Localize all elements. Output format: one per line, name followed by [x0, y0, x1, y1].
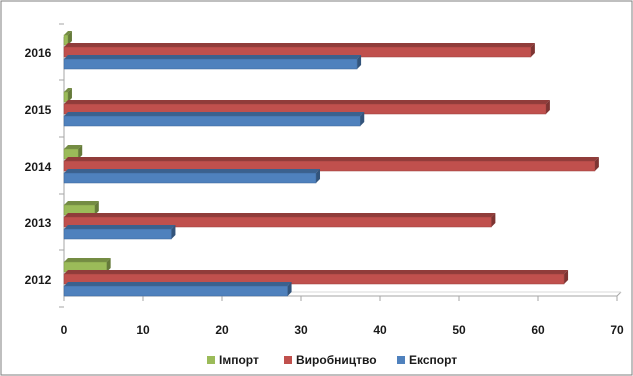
- legend: Імпорт Виробництво Експорт: [207, 353, 457, 367]
- value-tick-labels: 0 10 20 30 40 50 60 70: [61, 323, 624, 337]
- bar-top-face: [64, 100, 550, 104]
- x-tick-label: 50: [452, 323, 466, 337]
- floor-depth-right: [616, 291, 622, 297]
- x-tick-label: 40: [373, 323, 387, 337]
- bar-front-face: [63, 172, 317, 184]
- legend-item-Імпорт: Імпорт: [207, 353, 259, 367]
- bar-Виробництво-2012: [63, 270, 569, 285]
- bar-side-face: [78, 145, 83, 159]
- x-tick-label: 30: [294, 323, 308, 337]
- category-label-2013: 2013: [25, 216, 52, 230]
- x-tick-label: 10: [136, 323, 150, 337]
- bar-side-face: [287, 282, 292, 296]
- bar-top-face: [64, 88, 72, 92]
- bar-side-face: [357, 55, 362, 69]
- bar-top-face: [64, 112, 365, 116]
- category-label-2014: 2014: [25, 160, 52, 174]
- bar-front-face: [63, 216, 492, 228]
- bar-Експорт-2015: [63, 112, 365, 127]
- bar-Виробництво-2014: [63, 157, 599, 172]
- bar-front-face: [63, 273, 565, 285]
- bar-top-face: [64, 145, 83, 149]
- legend-swatch: [207, 356, 215, 364]
- bar-Імпорт-2016: [63, 31, 72, 46]
- bar-side-face: [171, 225, 176, 239]
- bar-side-face: [316, 169, 321, 183]
- bar-Імпорт-2015: [63, 88, 72, 103]
- bar-side-face: [106, 258, 111, 272]
- bar-top-face: [64, 282, 292, 286]
- bar-front-face: [63, 228, 172, 240]
- bar-front-face: [63, 91, 69, 103]
- bar-side-face: [594, 157, 599, 171]
- bar-Імпорт-2013: [63, 201, 99, 216]
- legend-label: Імпорт: [219, 353, 259, 367]
- bar-Експорт-2014: [63, 169, 321, 184]
- bar-top-face: [64, 213, 496, 217]
- bar-side-face: [360, 112, 365, 126]
- bar-top-face: [64, 169, 321, 173]
- bar-top-face: [64, 31, 72, 35]
- legend-item-Експорт: Експорт: [397, 353, 457, 367]
- bar-side-face: [564, 270, 569, 284]
- bar-top-face: [64, 55, 362, 59]
- category-label-2012: 2012: [25, 273, 52, 287]
- bar-Експорт-2012: [63, 282, 292, 297]
- bar-Виробництво-2016: [63, 43, 535, 58]
- legend-swatch: [397, 356, 405, 364]
- bar-side-face: [67, 88, 72, 102]
- bar-Імпорт-2012: [63, 258, 111, 273]
- bar-side-face: [545, 100, 550, 114]
- bar-top-face: [64, 225, 176, 229]
- legend-item-Виробництво: Виробництво: [284, 353, 377, 367]
- bar-top-face: [64, 157, 599, 161]
- bar-Імпорт-2014: [63, 145, 83, 160]
- x-tick-label: 60: [531, 323, 545, 337]
- bar-side-face: [67, 31, 72, 45]
- category-labels: 2012 2013 2014 2015 2016: [25, 46, 52, 287]
- bar-front-face: [63, 160, 596, 172]
- legend-label: Виробництво: [296, 353, 377, 367]
- bar-Експорт-2016: [63, 55, 362, 70]
- bar-front-face: [63, 58, 358, 70]
- bar-side-face: [530, 43, 535, 57]
- x-tick-label: 20: [215, 323, 229, 337]
- x-tick-label: 70: [610, 323, 624, 337]
- bar-top-face: [64, 43, 535, 47]
- category-label-2016: 2016: [25, 46, 52, 60]
- bar-Виробництво-2013: [63, 213, 496, 228]
- x-tick-label: 0: [61, 323, 68, 337]
- bar-top-face: [64, 201, 99, 205]
- category-label-2015: 2015: [25, 103, 52, 117]
- bar-side-face: [491, 213, 496, 227]
- bar-front-face: [63, 285, 288, 297]
- bar-Виробництво-2015: [63, 100, 550, 115]
- bar-top-face: [64, 258, 111, 262]
- bar-front-face: [63, 34, 69, 46]
- bars: [63, 31, 599, 297]
- bar-side-face: [94, 201, 99, 215]
- bar-top-face: [64, 270, 569, 274]
- legend-label: Експорт: [409, 353, 457, 367]
- bar-front-face: [63, 115, 361, 127]
- bar-Експорт-2013: [63, 225, 176, 240]
- legend-swatch: [284, 356, 292, 364]
